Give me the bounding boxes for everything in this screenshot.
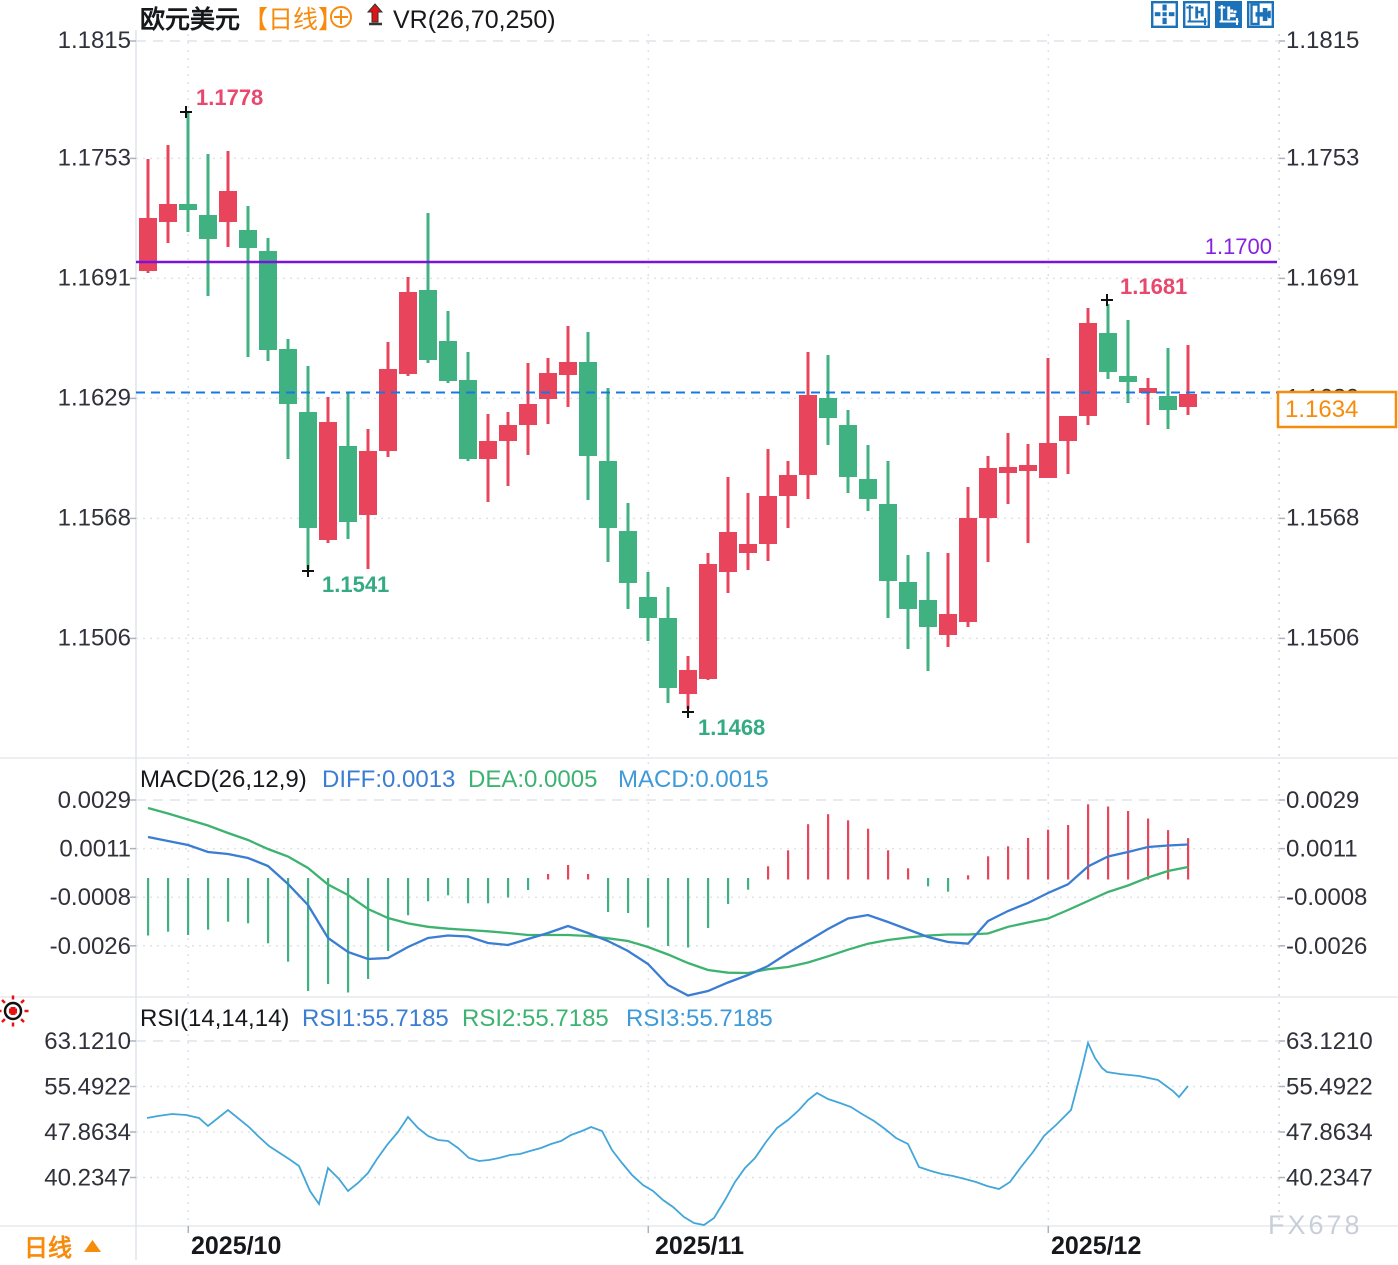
svg-text:MACD:0.0015: MACD:0.0015 xyxy=(618,766,769,793)
svg-text:47.8634: 47.8634 xyxy=(44,1119,131,1146)
svg-text:VR(26,70,250): VR(26,70,250) xyxy=(393,6,556,34)
svg-text:1.1691: 1.1691 xyxy=(58,264,131,291)
svg-text:【日线】: 【日线】 xyxy=(243,6,343,34)
svg-text:1.1753: 1.1753 xyxy=(58,144,131,171)
svg-text:1.1506: 1.1506 xyxy=(58,624,131,651)
svg-text:日线: 日线 xyxy=(24,1235,72,1260)
svg-text:1.1541: 1.1541 xyxy=(322,572,389,597)
svg-text:RSI2:55.7185: RSI2:55.7185 xyxy=(462,1005,609,1032)
svg-text:1.1634: 1.1634 xyxy=(1285,396,1358,423)
svg-text:1.1815: 1.1815 xyxy=(1286,27,1359,54)
svg-text:RSI(14,14,14): RSI(14,14,14) xyxy=(140,1005,289,1032)
svg-text:0.0029: 0.0029 xyxy=(58,787,131,814)
svg-text:欧元美元: 欧元美元 xyxy=(140,5,240,34)
svg-text:1.1506: 1.1506 xyxy=(1286,624,1359,651)
svg-text:63.1210: 63.1210 xyxy=(1286,1028,1373,1055)
svg-text:1.1778: 1.1778 xyxy=(196,85,263,110)
svg-text:DIFF:0.0013: DIFF:0.0013 xyxy=(322,766,455,793)
svg-text:55.4922: 55.4922 xyxy=(44,1074,131,1101)
svg-text:40.2347: 40.2347 xyxy=(1286,1165,1373,1192)
svg-text:47.8634: 47.8634 xyxy=(1286,1119,1373,1146)
svg-text:-0.0026: -0.0026 xyxy=(1286,933,1367,960)
svg-text:-0.0008: -0.0008 xyxy=(1286,884,1367,911)
svg-text:MACD(26,12,9): MACD(26,12,9) xyxy=(140,766,307,793)
svg-text:1.1568: 1.1568 xyxy=(58,504,131,531)
svg-text:-0.0008: -0.0008 xyxy=(50,884,131,911)
svg-text:63.1210: 63.1210 xyxy=(44,1028,131,1055)
svg-text:RSI3:55.7185: RSI3:55.7185 xyxy=(626,1005,773,1032)
svg-text:0.0011: 0.0011 xyxy=(1286,836,1358,863)
svg-text:1.1629: 1.1629 xyxy=(58,384,131,411)
svg-text:55.4922: 55.4922 xyxy=(1286,1074,1373,1101)
svg-text:DEA:0.0005: DEA:0.0005 xyxy=(468,766,597,793)
svg-text:1.1815: 1.1815 xyxy=(58,27,131,54)
svg-text:FX678: FX678 xyxy=(1268,1210,1363,1240)
svg-text:1.1700: 1.1700 xyxy=(1205,234,1272,259)
svg-text:1.1691: 1.1691 xyxy=(1286,264,1359,291)
svg-text:2025/12: 2025/12 xyxy=(1051,1232,1141,1260)
svg-text:2025/10: 2025/10 xyxy=(191,1232,281,1260)
svg-text:1.1681: 1.1681 xyxy=(1120,274,1187,299)
svg-text:40.2347: 40.2347 xyxy=(44,1165,131,1192)
svg-text:1.1753: 1.1753 xyxy=(1286,144,1359,171)
svg-text:1.1568: 1.1568 xyxy=(1286,504,1359,531)
svg-text:RSI1:55.7185: RSI1:55.7185 xyxy=(302,1005,449,1032)
svg-text:1.1468: 1.1468 xyxy=(698,715,765,740)
svg-text:-0.0026: -0.0026 xyxy=(50,933,131,960)
svg-text:2025/11: 2025/11 xyxy=(655,1232,744,1260)
svg-text:0.0029: 0.0029 xyxy=(1286,787,1359,814)
svg-text:0.0011: 0.0011 xyxy=(59,836,131,863)
